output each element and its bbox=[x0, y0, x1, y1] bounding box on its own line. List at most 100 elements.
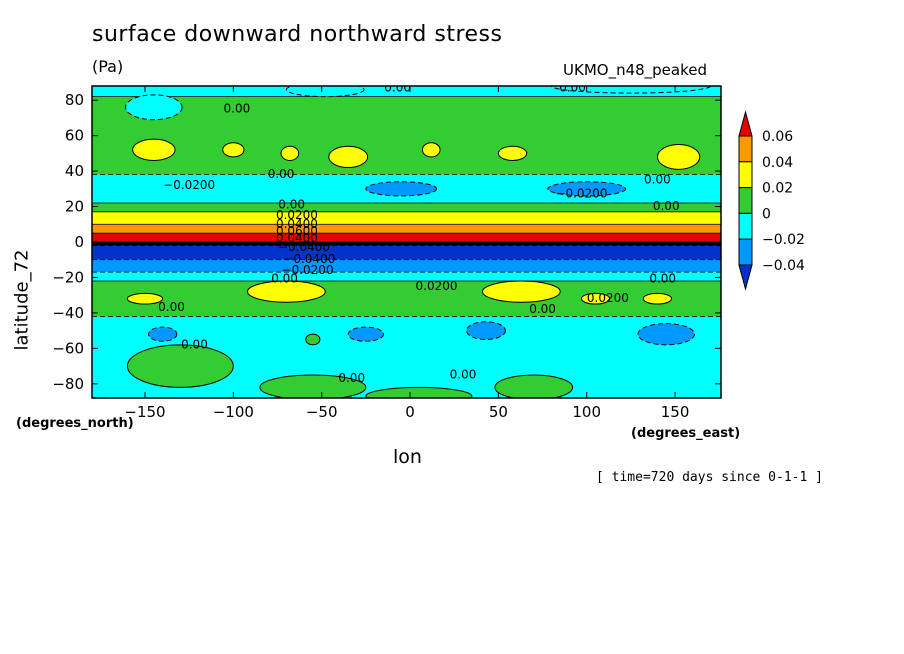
y-tick-label: −20 bbox=[52, 268, 84, 286]
contour-band bbox=[92, 224, 721, 234]
y-tick-label: −60 bbox=[52, 339, 84, 357]
contour-label: 0.0200 bbox=[276, 208, 318, 222]
colorbar-label: 0 bbox=[762, 206, 771, 222]
contour-patch bbox=[637, 323, 695, 346]
y-tick-label: −80 bbox=[52, 375, 84, 393]
contour-label: −0.0200 bbox=[163, 178, 215, 192]
y-axis-units: (degrees_north) bbox=[16, 416, 134, 431]
x-tick-label: −50 bbox=[306, 403, 338, 421]
contour-band bbox=[92, 96, 721, 175]
colorbar-swatch bbox=[738, 135, 753, 163]
contour-label: 0.00 bbox=[529, 302, 556, 316]
colorbar-swatch bbox=[738, 161, 753, 189]
contour-patch bbox=[642, 292, 673, 305]
colorbar-label: −0.02 bbox=[762, 232, 805, 248]
contour-label: 0.00 bbox=[559, 80, 586, 94]
y-tick-label: 60 bbox=[65, 127, 84, 145]
contour-patch bbox=[497, 145, 528, 161]
contour-band bbox=[92, 242, 721, 246]
plot-area bbox=[92, 86, 721, 398]
contour-patch bbox=[126, 344, 234, 388]
contour-patch bbox=[148, 326, 178, 342]
contour-label: 0.0400 bbox=[276, 231, 318, 245]
x-axis-units: (degrees_east) bbox=[631, 426, 741, 441]
x-tick-label: 50 bbox=[489, 403, 508, 421]
x-axis-label: lon bbox=[393, 446, 422, 468]
y-tick-label: 40 bbox=[65, 162, 84, 180]
colorbar-swatch bbox=[738, 212, 753, 240]
time-stamp: [ time=720 days since 0-1-1 ] bbox=[596, 470, 823, 485]
colorbar-label: 0.02 bbox=[762, 181, 793, 197]
contour-patch bbox=[126, 292, 164, 305]
y-axis: 80 60 40 20 0 −20 −40 −60 −80 bbox=[52, 91, 721, 393]
x-tick-label: 0 bbox=[405, 403, 415, 421]
contour-label: 0.0400 bbox=[276, 217, 318, 231]
contour-patch bbox=[280, 145, 300, 161]
contour-label: 0.00 bbox=[268, 167, 295, 181]
contour-patch bbox=[132, 138, 176, 161]
colorbar-arrow-top bbox=[738, 110, 753, 137]
contour-patch bbox=[125, 94, 183, 121]
contour-patch bbox=[481, 280, 561, 303]
contour-label: 0.00 bbox=[384, 80, 411, 94]
contour-patch bbox=[246, 280, 326, 303]
contour-patch bbox=[421, 142, 441, 158]
chart-title: surface downward northward stress bbox=[92, 22, 503, 47]
contour-label: 0.00 bbox=[224, 102, 251, 116]
contour-label: −0.0400 bbox=[278, 240, 330, 254]
contour-patch bbox=[547, 181, 627, 197]
colorbar-swatch bbox=[738, 187, 753, 214]
contour-band bbox=[92, 281, 721, 317]
contour-band bbox=[92, 174, 721, 203]
plot-frame bbox=[91, 85, 722, 399]
contour-patch bbox=[466, 321, 506, 340]
contour-patch bbox=[550, 86, 711, 94]
contour-patch bbox=[494, 374, 574, 398]
x-tick-label: 100 bbox=[572, 403, 601, 421]
contour-label: 0.00 bbox=[278, 197, 305, 211]
y-tick-label: 20 bbox=[65, 198, 84, 216]
colorbar-label: 0.06 bbox=[762, 129, 793, 145]
contour-band bbox=[92, 259, 721, 273]
contour-patch bbox=[259, 374, 367, 398]
contour-label: −0.0200 bbox=[555, 187, 607, 201]
contour-patch bbox=[285, 86, 365, 98]
model-label: UKMO_n48_peaked bbox=[563, 61, 708, 79]
contour-patch bbox=[365, 181, 438, 197]
contour-band bbox=[92, 272, 721, 281]
y-axis-label: latitude_72 bbox=[11, 249, 33, 351]
contour-patch bbox=[347, 326, 385, 342]
chart-units: (Pa) bbox=[92, 57, 124, 76]
contour-label: −0.0400 bbox=[283, 252, 335, 266]
contour-patch bbox=[222, 142, 245, 158]
contour-label: 0.0200 bbox=[587, 291, 629, 305]
contour-band bbox=[92, 245, 721, 260]
contour-band bbox=[92, 316, 721, 398]
contour-patch bbox=[305, 333, 321, 346]
x-tick-label: 150 bbox=[661, 403, 690, 421]
y-tick-label: 80 bbox=[65, 91, 84, 109]
contour-patch bbox=[656, 144, 701, 170]
contour-label: 0.0200 bbox=[416, 279, 458, 293]
contour-label: 0.00 bbox=[653, 199, 680, 213]
x-axis: −150 −100 −50 0 50 100 150 bbox=[124, 86, 689, 421]
contour-patch bbox=[580, 292, 611, 305]
colorbar: 0.06 0.04 0.02 0 −0.02 −0.04 bbox=[738, 110, 805, 291]
colorbar-label: −0.04 bbox=[762, 258, 805, 274]
contour-label: 0.00 bbox=[158, 300, 185, 314]
colorbar-label: 0.04 bbox=[762, 155, 793, 171]
contour-label: 0.00 bbox=[181, 337, 208, 351]
contour-band bbox=[92, 233, 721, 242]
contour-band bbox=[92, 211, 721, 225]
contour-label: 0.00 bbox=[644, 172, 671, 186]
contour-label: −0.0200 bbox=[282, 263, 334, 277]
contour-label: 0.00 bbox=[649, 272, 676, 286]
contour-labels: 0.00 0.00 0.00 0.00 0.00 0.00 −0.0200 −0.0200 0.… bbox=[158, 80, 680, 385]
contour-label: 0.0600 bbox=[276, 224, 318, 238]
contour-label: 0.00 bbox=[450, 367, 477, 381]
contour-patch bbox=[328, 145, 369, 169]
y-tick-label: 0 bbox=[74, 233, 84, 251]
y-tick-label: −40 bbox=[52, 304, 84, 322]
contour-band bbox=[92, 86, 721, 97]
